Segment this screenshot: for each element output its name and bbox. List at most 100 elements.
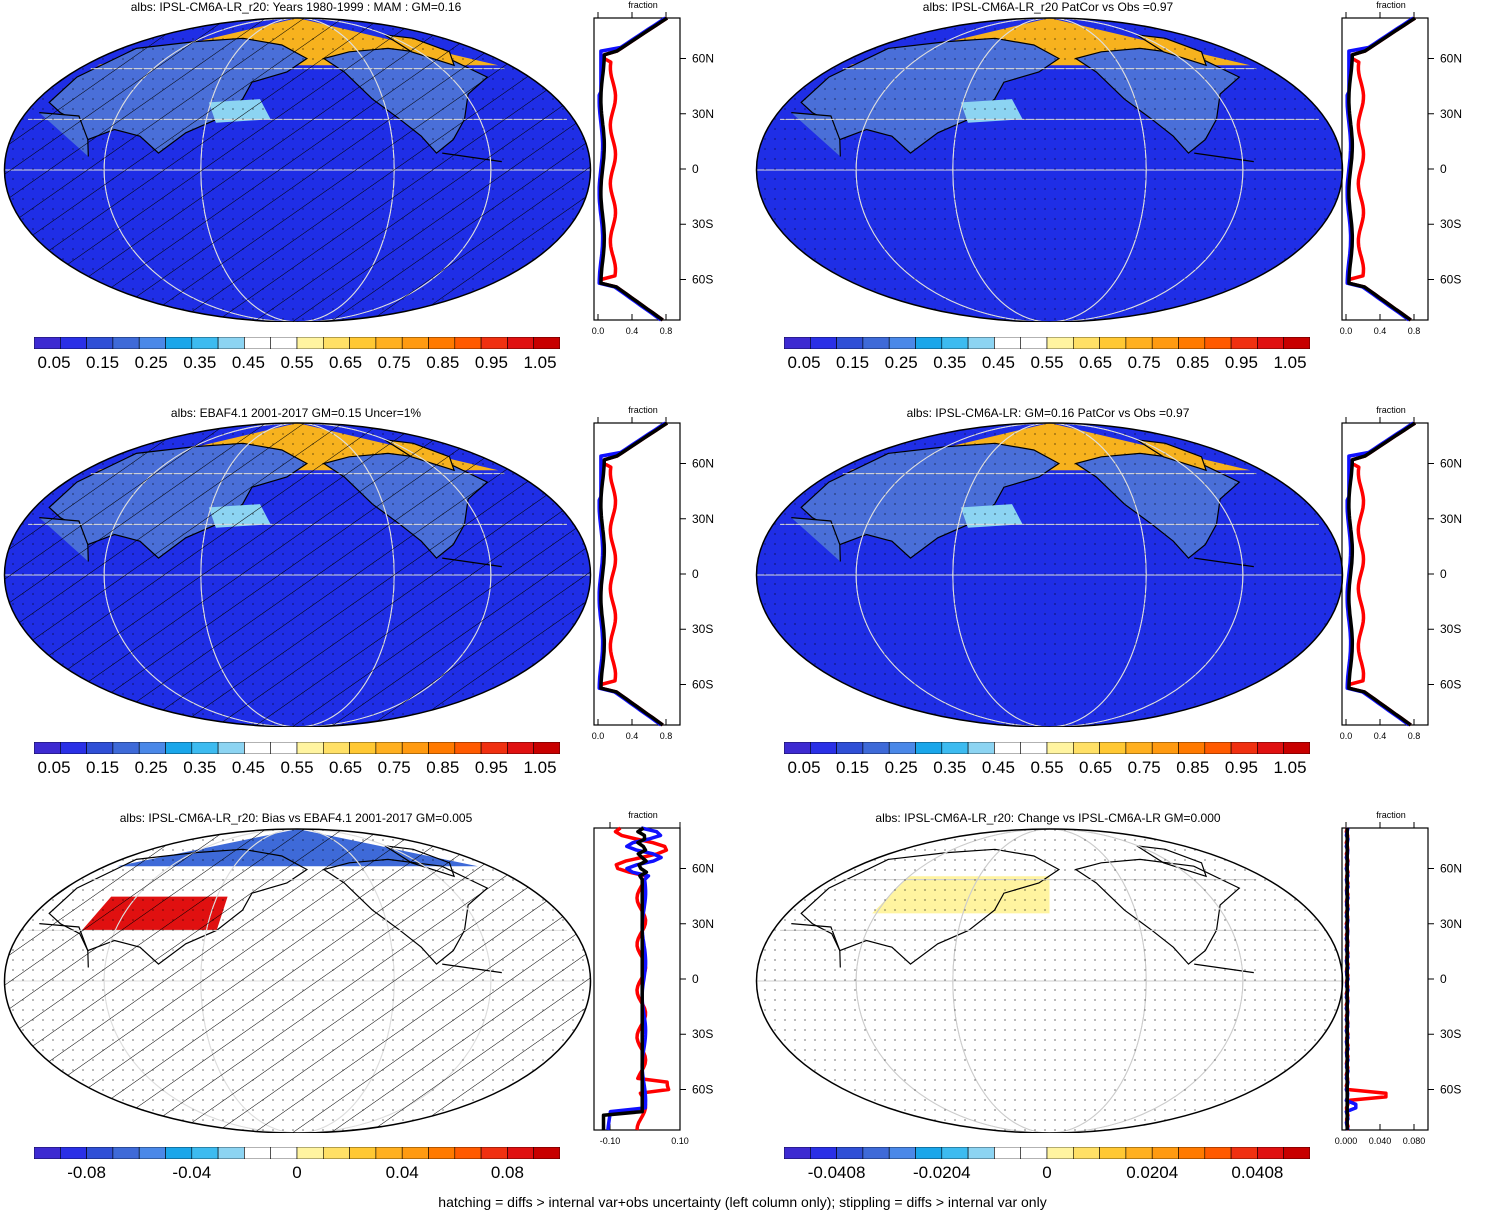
colorbar-swatch [322,1147,350,1159]
colorbar-swatch [454,1147,482,1159]
profile-title: fraction [628,405,658,415]
colorbar-swatch [533,1147,560,1159]
colorbar-swatch [59,1147,87,1159]
colorbar-swatch [1125,742,1153,754]
y-tick-label: 60N [692,862,714,876]
zonal-profile-1: fraction 60N 30N 0 30S 60S 0.0 0.4 0.8 [592,0,714,336]
colorbar-1 [34,337,560,349]
colorbar-swatch [217,742,245,754]
x-tick-label: 0.0 [1340,731,1353,741]
colorbar-tick-label: 0.65 [1079,353,1113,372]
colorbar-tick-label: 0.05 [37,758,71,777]
colorbar-3 [34,742,560,754]
colorbar-tick-label: -0.0204 [912,1163,971,1182]
colorbar-swatch [1125,337,1153,349]
colorbar-tick-label: 0.75 [1127,353,1161,372]
series-obs-red [599,421,669,727]
x-tick-label: 0.040 [1369,1136,1392,1146]
y-tick-label: 30S [692,622,713,636]
colorbar-6 [784,1147,1310,1159]
colorbar-swatch [217,1147,245,1159]
colorbar-swatch [138,1147,166,1159]
colorbar-swatch [994,1147,1021,1159]
colorbar-swatch [809,337,837,349]
colorbar-swatch [244,742,271,754]
colorbar-swatch [1230,742,1258,754]
colorbar-tick-label: 0.35 [183,353,217,372]
y-tick-label: 30S [1440,217,1461,231]
colorbar-swatch [1072,1147,1100,1159]
series-model-black [1347,16,1417,322]
colorbar-swatch [1283,1147,1310,1159]
panel-6-title: albs: IPSL-CM6A-LR_r20: Change vs IPSL-C… [875,811,1221,825]
colorbar-swatch [86,1147,114,1159]
map-border [3,17,592,322]
colorbar-swatch [34,337,61,349]
colorbar-swatch [480,742,508,754]
colorbar-swatch [1178,1147,1206,1159]
series-obs-red [599,16,669,322]
colorbar-tick-label: 0.85 [1176,758,1210,777]
y-tick-label: 0 [692,162,699,176]
zonal-profile-4: fraction 60N 30N 0 30S 60S 0.0 0.4 0.8 [1340,405,1462,741]
x-tick-label: 0.8 [660,731,673,741]
colorbar-tick-label: 0.0204 [1126,1163,1179,1182]
colorbar-tick-label: 0.55 [1030,353,1064,372]
colorbar-swatch [296,742,324,754]
colorbar-swatch [507,337,534,349]
colorbar-swatch [1204,337,1232,349]
colorbar-swatch [112,742,140,754]
colorbar-tick-label: 0.05 [787,758,821,777]
profile-title: fraction [1376,0,1406,10]
colorbar-tick-label: 0.25 [134,758,168,777]
colorbar-swatch [112,1147,140,1159]
y-tick-label: 30N [1440,512,1462,526]
y-tick-label: 60N [1440,457,1462,471]
colorbar-swatch [1046,742,1074,754]
colorbar-swatch [888,1147,916,1159]
colorbar-tick-label: 0.75 [377,758,411,777]
colorbar-swatch [401,337,429,349]
colorbar-swatch [191,337,219,349]
colorbar-tick-label: 0.85 [426,353,460,372]
profile-title: fraction [1376,810,1406,820]
colorbar-swatch [34,742,61,754]
colorbar-swatch [888,337,916,349]
colorbar-swatch [1230,1147,1258,1159]
colorbar-tick-label: 0.08 [490,1163,524,1182]
map-border [3,422,592,727]
colorbar-tick-label: 0.05 [787,353,821,372]
map-panel-3 [3,422,592,727]
colorbar-swatch [1125,1147,1153,1159]
colorbar-swatch [809,742,837,754]
colorbar-swatch [915,1147,943,1159]
colorbar-swatch [480,337,508,349]
colorbar-swatch [322,337,350,349]
colorbar-4 [784,742,1310,754]
colorbar-swatch [86,337,114,349]
colorbar-swatch [428,337,456,349]
colorbar-swatch [967,337,995,349]
colorbar-tick-label: 0.35 [183,758,217,777]
colorbar-tick-label: 0.35 [933,758,967,777]
y-tick-label: 30S [1440,1027,1461,1041]
colorbar-tick-label: 1.05 [523,353,557,372]
colorbar-swatch [401,1147,429,1159]
colorbar-tick-label: -0.08 [67,1163,106,1182]
colorbar-swatch [244,337,271,349]
colorbar-swatch [994,337,1021,349]
x-tick-label: 0.4 [1374,326,1387,336]
colorbar-swatch [480,1147,508,1159]
colorbar-swatch [533,337,560,349]
stippling-overlay [756,423,1343,727]
profile-frame [593,422,681,726]
colorbar-tick-label: 0.25 [884,353,918,372]
colorbar-swatch [1283,742,1310,754]
colorbar-tick-label: 0.25 [134,353,168,372]
colorbar-swatch [994,742,1021,754]
colorbar-swatch [1151,742,1179,754]
colorbar-swatch [349,742,377,754]
colorbar-tick-label: -0.0408 [807,1163,866,1182]
colorbar-swatch [1151,337,1179,349]
colorbar-tick-label: 0.75 [377,353,411,372]
